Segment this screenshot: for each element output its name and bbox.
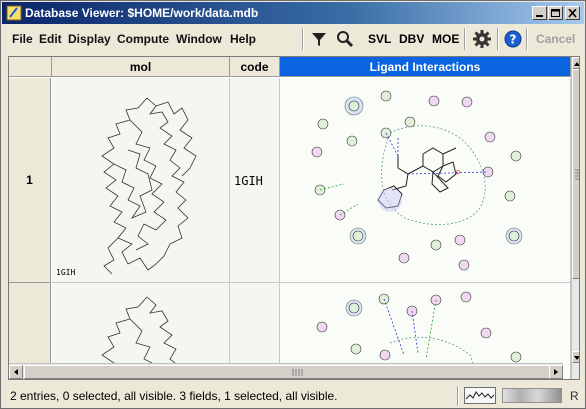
window-title: Database Viewer: $HOME/work/data.mdb bbox=[25, 6, 259, 20]
moe-button[interactable]: MOE bbox=[432, 32, 460, 46]
filter-funnel-icon[interactable] bbox=[309, 29, 329, 49]
menu-display[interactable]: Display bbox=[68, 32, 111, 46]
code-value: 1GIH bbox=[234, 174, 263, 188]
toolbar-separator bbox=[497, 28, 499, 50]
scroll-up-button[interactable] bbox=[572, 57, 579, 69]
magnifier-icon[interactable] bbox=[335, 29, 355, 49]
scroll-down-button[interactable] bbox=[572, 351, 579, 363]
svg-text:O: O bbox=[456, 170, 460, 176]
arrow-down-icon bbox=[574, 356, 579, 360]
menu-bar: File Edit Display Compute Window Help SV… bbox=[2, 26, 584, 52]
maximize-button[interactable] bbox=[548, 6, 563, 20]
maximize-icon bbox=[551, 9, 560, 17]
status-text: 2 entries, 0 selected, all visible. 3 fi… bbox=[10, 389, 338, 403]
mol-code-label: 1GIH bbox=[56, 268, 76, 277]
ligand-interactions-cell[interactable]: O bbox=[280, 78, 571, 283]
dbv-button[interactable]: DBV bbox=[399, 32, 425, 46]
menu-window[interactable]: Window bbox=[176, 32, 222, 46]
toolbar-separator bbox=[526, 28, 528, 50]
row-header[interactable]: 1 bbox=[9, 78, 51, 283]
vertical-scroll-thumb[interactable] bbox=[572, 69, 579, 279]
scroll-left-button[interactable] bbox=[9, 365, 23, 379]
horizontal-scrollbar[interactable] bbox=[9, 363, 563, 379]
horizontal-scroll-thumb[interactable] bbox=[24, 365, 550, 379]
status-separator bbox=[457, 386, 459, 406]
title-bar[interactable]: Database Viewer: $HOME/work/data.mdb bbox=[2, 2, 584, 24]
ligand-interaction-diagram: O bbox=[311, 90, 523, 271]
close-icon bbox=[568, 9, 577, 18]
toolbar-separator bbox=[464, 28, 466, 50]
protein-backbone-image bbox=[101, 97, 197, 275]
grip-icon bbox=[575, 169, 579, 180]
minimize-icon bbox=[536, 15, 543, 17]
activity-monitor-icon[interactable] bbox=[464, 387, 496, 404]
toolbar-separator bbox=[302, 28, 304, 50]
arrow-left-icon bbox=[14, 369, 18, 375]
menu-compute[interactable]: Compute bbox=[117, 32, 169, 46]
grip-icon bbox=[292, 369, 303, 376]
memory-gauge bbox=[502, 388, 562, 403]
mol-cell[interactable]: 1GIH bbox=[52, 78, 230, 283]
arrow-up-icon bbox=[574, 62, 579, 66]
arrow-right-icon bbox=[554, 369, 558, 375]
column-header-code[interactable]: code bbox=[230, 57, 280, 77]
status-r-indicator[interactable]: R bbox=[570, 389, 579, 403]
menu-help[interactable]: Help bbox=[230, 32, 257, 46]
column-header-mol[interactable]: mol bbox=[52, 57, 230, 77]
svl-button[interactable]: SVL bbox=[368, 32, 392, 46]
menu-file[interactable]: File bbox=[12, 32, 33, 46]
help-question-icon[interactable]: ? bbox=[503, 29, 523, 49]
table-corner-header[interactable] bbox=[9, 57, 52, 77]
close-button[interactable] bbox=[565, 6, 580, 20]
code-cell[interactable]: 1GIH bbox=[230, 78, 280, 283]
menu-edit[interactable]: Edit bbox=[39, 32, 62, 46]
minimize-button[interactable] bbox=[532, 6, 547, 20]
svg-text:?: ? bbox=[510, 33, 517, 47]
app-icon bbox=[6, 5, 22, 21]
scroll-right-button[interactable] bbox=[549, 365, 563, 379]
vertical-scrollbar[interactable] bbox=[571, 57, 579, 379]
database-table: mol code Ligand Interactions 1 1GIH 1GIH bbox=[8, 56, 580, 380]
status-bar: 2 entries, 0 selected, all visible. 3 fi… bbox=[2, 384, 584, 408]
cancel-button[interactable]: Cancel bbox=[536, 32, 576, 46]
gear-icon[interactable] bbox=[472, 29, 492, 49]
column-header-ligand-interactions[interactable]: Ligand Interactions bbox=[280, 57, 571, 77]
